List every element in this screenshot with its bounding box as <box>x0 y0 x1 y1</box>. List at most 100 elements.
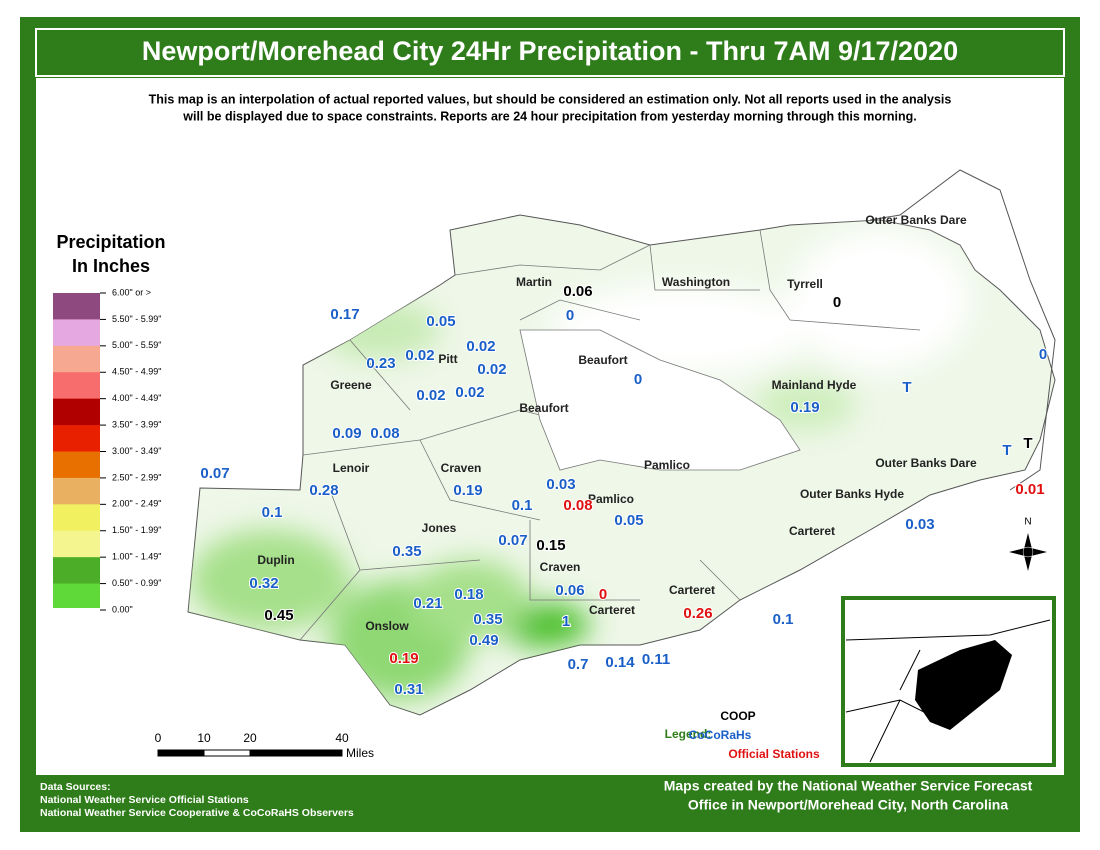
legend-swatch <box>53 345 100 373</box>
station-value: 0.19 <box>389 650 418 667</box>
station-value: 0.02 <box>416 387 445 404</box>
station-value: 0.02 <box>466 338 495 355</box>
county-label: Craven <box>441 461 482 475</box>
station-value: 0 <box>634 371 642 388</box>
scale-label: 40 <box>335 731 349 745</box>
legend-label: 5.50" - 5.99" <box>112 314 161 324</box>
legend-label: 1.00" - 1.49" <box>112 552 161 562</box>
station-value: 0.06 <box>563 283 592 300</box>
title: Newport/Morehead City 24Hr Precipitation… <box>142 36 958 66</box>
legend-swatch <box>53 583 100 611</box>
station-value: 0.1 <box>262 504 283 521</box>
county-label: Washington <box>662 275 730 289</box>
station-value: 0 <box>833 294 841 311</box>
station-value: 0.03 <box>546 476 575 493</box>
station-value: 0.08 <box>370 425 399 442</box>
station-value: 0.49 <box>469 632 498 649</box>
station-value: 0.07 <box>498 532 527 549</box>
station-value: 1 <box>562 613 570 630</box>
sources: Data Sources: <box>40 781 111 793</box>
legend-swatch <box>53 293 100 320</box>
title-bar <box>35 28 1065 77</box>
legend-swatch <box>53 398 100 426</box>
station-value: 0.01 <box>1015 481 1044 498</box>
scale-segment <box>203 749 251 757</box>
legend-label: 6.00" or > <box>112 287 151 297</box>
county-label: Pamlico <box>588 492 634 506</box>
compass: N <box>1007 517 1049 573</box>
station-value: 0.14 <box>605 654 635 671</box>
legend-label: 3.00" - 3.49" <box>112 446 161 456</box>
sources: National Weather Service Cooperative & C… <box>40 807 354 819</box>
legend-swatch <box>53 504 100 532</box>
network-legend-entry: CoCoRaHs <box>689 728 752 742</box>
network-legend-title: Legend: <box>665 727 712 741</box>
station-value: 0 <box>566 307 574 324</box>
scale-label: 10 <box>197 731 211 745</box>
station-value: 0.31 <box>394 681 423 698</box>
station-value: 0.7 <box>568 656 589 673</box>
county-label: Lenoir <box>333 461 370 475</box>
station-value: 0.15 <box>536 537 565 554</box>
scale-segment <box>157 749 205 757</box>
network-legend-entry: Official Stations <box>728 747 820 761</box>
county-label: Pitt <box>438 352 457 366</box>
station-value: 0.18 <box>454 586 483 603</box>
station-value: 0.21 <box>413 595 442 612</box>
county-label: Duplin <box>257 553 294 567</box>
county-label: Martin <box>516 275 552 289</box>
station-value: 0.03 <box>905 516 934 533</box>
legend-label: 0.00" <box>112 604 133 614</box>
county-label: Outer Banks Hyde <box>800 487 904 501</box>
station-value: 0.09 <box>332 425 361 442</box>
legend-swatch <box>53 530 100 558</box>
network-legend-entry: COOP <box>720 709 755 723</box>
legend-label: 4.50" - 4.99" <box>112 367 161 377</box>
station-value: 0.11 <box>642 651 670 668</box>
county-label: Pamlico <box>644 458 690 472</box>
sources: National Weather Service Official Statio… <box>40 794 249 806</box>
station-value: T <box>902 379 911 396</box>
disclaimer: This map is an interpolation of actual r… <box>149 92 952 106</box>
scale-label: 0 <box>155 731 162 745</box>
legend-label: 4.00" - 4.49" <box>112 393 161 403</box>
station-value: T <box>1002 442 1011 459</box>
county-label: Carteret <box>589 603 635 617</box>
station-value: 0.19 <box>790 399 819 416</box>
county-label: Carteret <box>669 583 715 597</box>
station-value: T <box>1023 435 1032 452</box>
county-label: Tyrrell <box>787 277 823 291</box>
county-label: Jones <box>422 521 457 535</box>
county-label: Carteret <box>789 524 835 538</box>
station-value: 0.35 <box>473 611 502 628</box>
county-label: Mainland Hyde <box>772 378 857 392</box>
county-label: Beaufort <box>578 353 627 367</box>
legend-title: In Inches <box>72 256 150 276</box>
station-value: 0.02 <box>455 384 484 401</box>
station-value: 0 <box>599 586 607 603</box>
disclaimer: will be displayed due to space constrain… <box>182 109 916 123</box>
inset-map <box>841 596 1056 767</box>
legend-swatch <box>53 372 100 400</box>
legend-swatch <box>53 425 100 452</box>
legend-title: Precipitation <box>56 232 165 252</box>
county-label: Onslow <box>365 619 409 633</box>
station-value: 0.06 <box>555 582 584 599</box>
legend-label: 5.00" - 5.59" <box>112 340 161 350</box>
legend-swatch <box>53 319 100 347</box>
county-label: Greene <box>330 378 372 392</box>
station-value: 0.05 <box>614 512 643 529</box>
legend-swatch <box>53 451 100 479</box>
legend-label: 2.50" - 2.99" <box>112 472 161 482</box>
station-value: 0.35 <box>392 543 421 560</box>
legend-label: 0.50" - 0.99" <box>112 578 161 588</box>
station-value: 0.23 <box>366 355 395 372</box>
station-value: 0.28 <box>309 482 338 499</box>
station-value: 0 <box>1039 346 1047 363</box>
scale-unit: Miles <box>346 746 374 760</box>
legend-swatch <box>53 608 100 612</box>
compass-label: N <box>1024 517 1031 528</box>
station-value: 0.02 <box>477 361 506 378</box>
